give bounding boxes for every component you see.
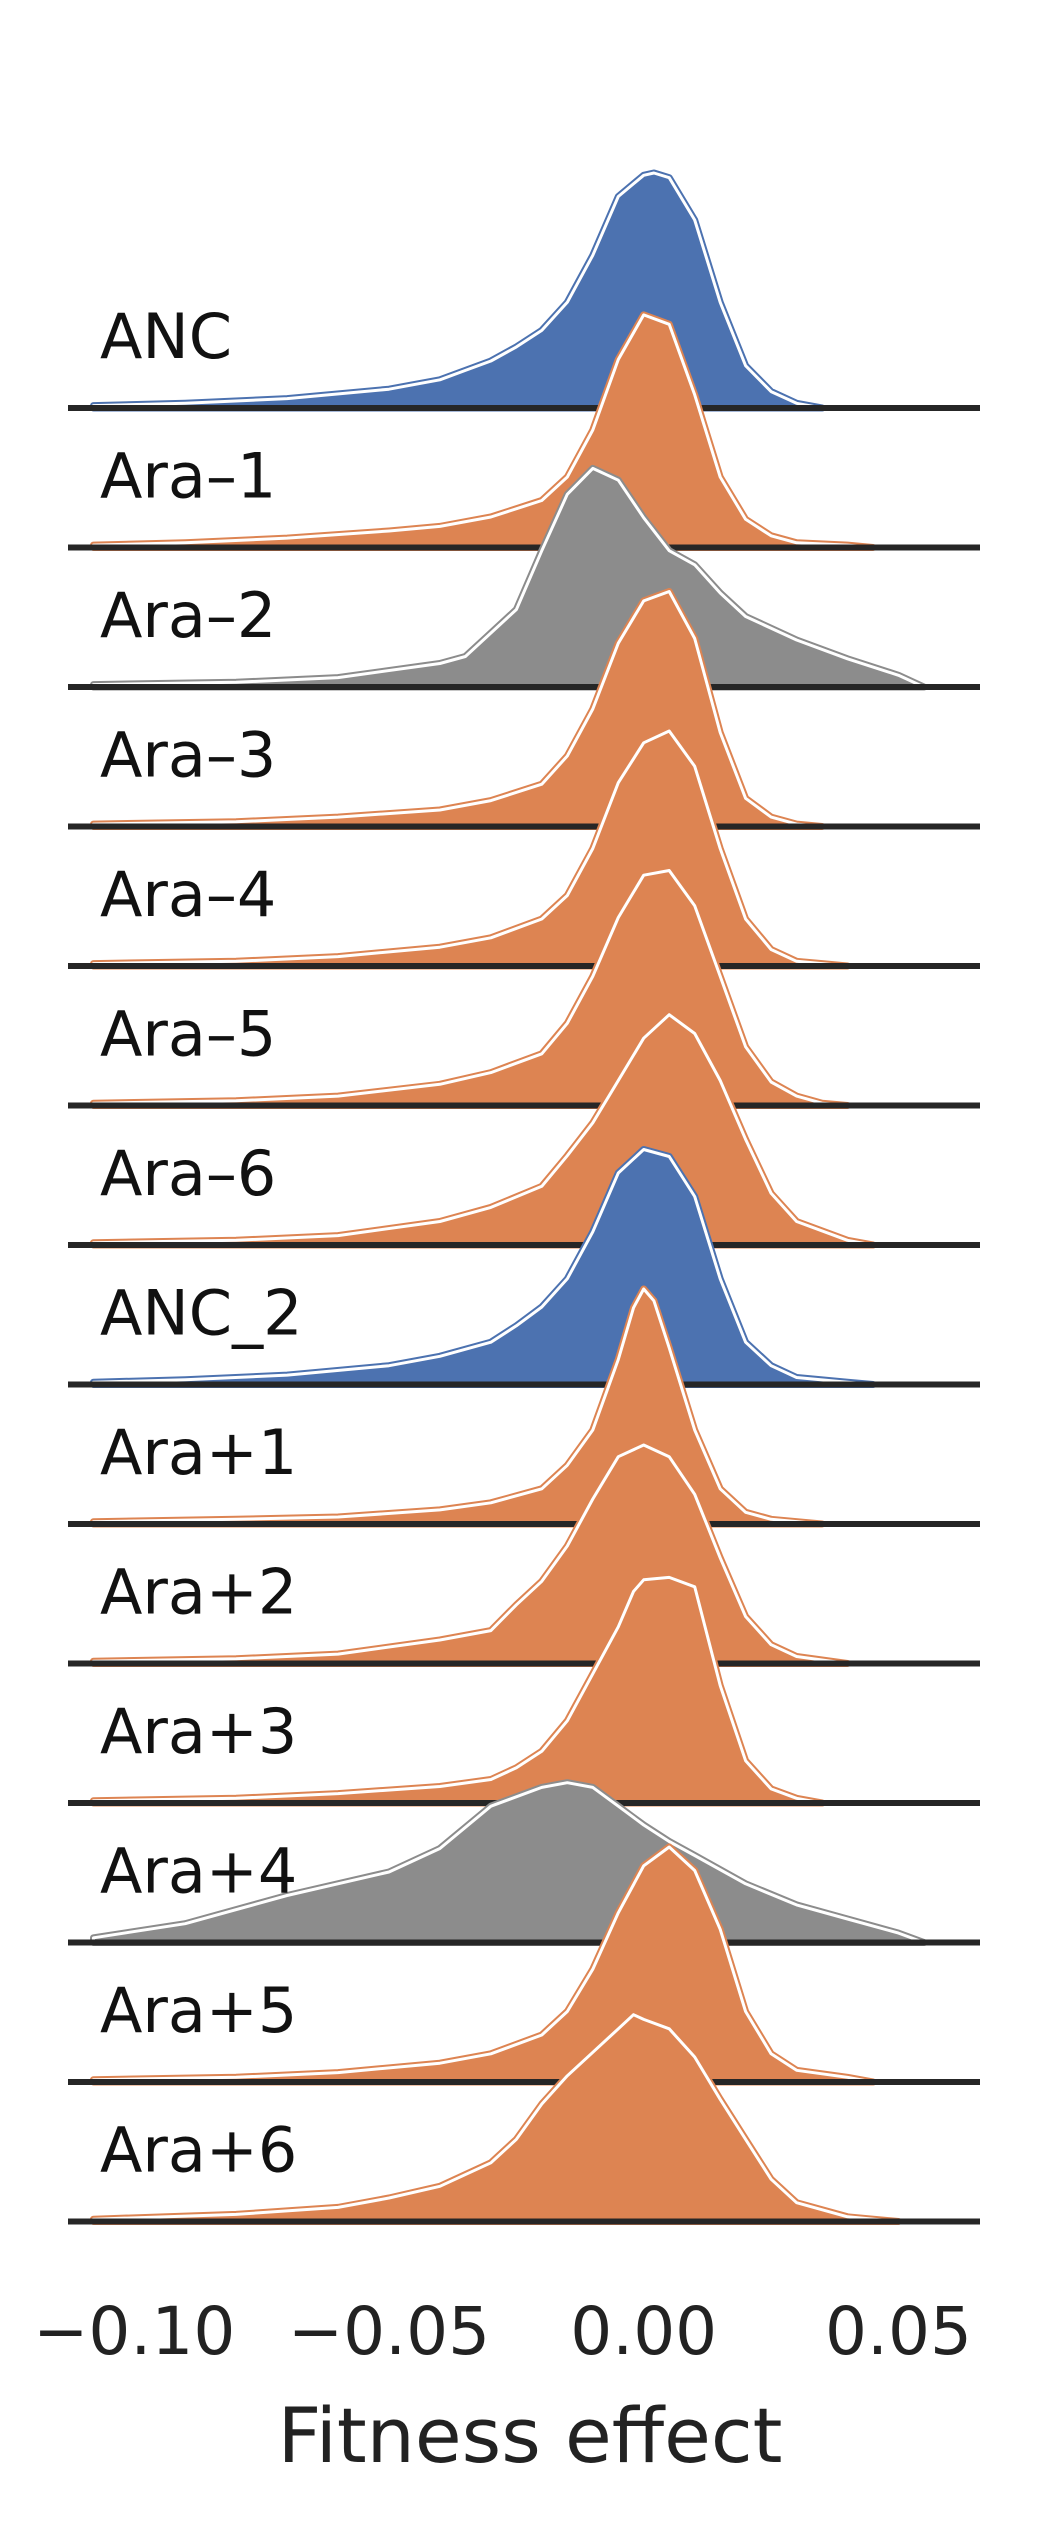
ridge-Ara+6: Ara+6 (68, 2011, 980, 2225)
row-label: Ara+3 (100, 1695, 297, 1768)
ridge-layer: ANC Ara–1 Ara–2 Ara–3 Ara–4 Ara–5 Ara–6 ANC_2 Ar… (68, 169, 980, 2225)
row-label: ANC (100, 300, 232, 373)
row-label: Ara–5 (100, 998, 276, 1071)
row-label: Ara+6 (100, 2114, 297, 2187)
density-area (92, 1575, 824, 1805)
x-tick-label: 0.00 (570, 2293, 717, 2370)
row-label: Ara–2 (100, 579, 276, 652)
x-tick-label: −0.05 (288, 2293, 490, 2370)
ridge-Ara+4: Ara+4 (68, 1779, 980, 1946)
row-label: Ara–1 (100, 440, 276, 513)
density-area (92, 1781, 926, 1944)
density-area (92, 1845, 875, 2084)
row-label: Ara+5 (100, 1974, 297, 2047)
ridge-Ara+3: Ara+3 (68, 1573, 980, 1807)
row-label: Ara–3 (100, 719, 276, 792)
row-label: Ara+4 (100, 1835, 297, 1908)
ridge-Ara+5: Ara+5 (68, 1843, 980, 2086)
x-tick-label: −0.10 (33, 2293, 235, 2370)
density-area (92, 1148, 875, 1386)
row-label: Ara+2 (100, 1556, 297, 1629)
row-label: Ara–6 (100, 1137, 276, 1210)
density-area (92, 466, 926, 689)
row-label: ANC_2 (100, 1277, 303, 1350)
x-axis-title: Fitness effect (278, 2391, 783, 2480)
x-axis: −0.10 −0.05 0.00 0.05 (33, 2293, 972, 2370)
x-tick-label: 0.05 (825, 2293, 972, 2370)
ridge-ANC: ANC (68, 169, 980, 412)
density-area (92, 313, 875, 549)
row-label: Ara–4 (100, 858, 276, 931)
density-area (92, 2013, 900, 2223)
row-label: Ara+1 (100, 1416, 297, 1489)
ridge-Ara–2: Ara–2 (68, 464, 980, 691)
ridge-Ara–1: Ara–1 (68, 311, 980, 551)
ridge-ANC_2: ANC_2 (68, 1146, 980, 1388)
